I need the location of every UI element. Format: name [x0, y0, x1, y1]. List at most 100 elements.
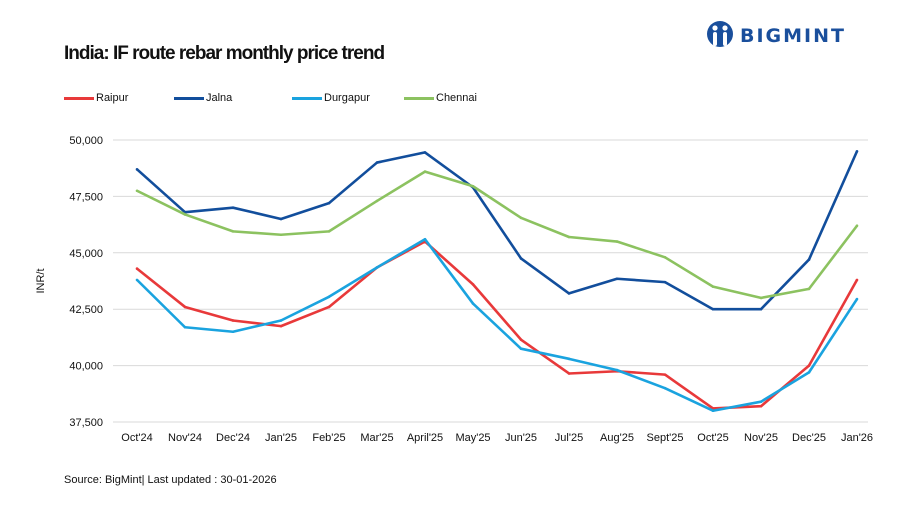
data-point-raipur	[567, 372, 571, 375]
data-point-jalna	[759, 307, 763, 311]
data-point-durgapur	[423, 237, 427, 241]
data-point-chennai	[327, 230, 331, 233]
data-point-jalna	[663, 280, 667, 284]
data-point-durgapur	[375, 266, 379, 269]
legend-item-raipur: Raipur	[64, 92, 174, 104]
data-point-jalna	[423, 151, 427, 154]
y-tick-label: 45,000	[69, 248, 103, 260]
data-point-raipur	[759, 404, 763, 408]
x-tick-label: Aug'25	[600, 432, 634, 444]
legend-swatch	[404, 96, 434, 100]
y-tick-label: 47,500	[69, 191, 103, 203]
x-tick-label: Feb'25	[312, 432, 345, 444]
x-tick-label: Sept'25	[647, 432, 684, 444]
data-point-raipur	[519, 338, 523, 341]
x-tick-label: April'25	[407, 432, 443, 444]
data-point-durgapur	[711, 409, 715, 413]
data-point-durgapur	[663, 386, 667, 390]
data-point-raipur	[135, 267, 139, 270]
data-point-chennai	[855, 224, 859, 228]
data-point-chennai	[807, 287, 811, 291]
data-point-durgapur	[519, 347, 523, 350]
data-point-chennai	[567, 235, 571, 239]
x-tick-label: Nov'25	[744, 432, 778, 444]
legend-label: Raipur	[96, 92, 129, 104]
data-point-jalna	[807, 258, 811, 261]
bigmint-logo: BIGMINT	[706, 20, 846, 52]
y-tick-label: 40,000	[69, 361, 103, 373]
legend-swatch	[174, 96, 204, 100]
data-point-chennai	[519, 216, 523, 220]
legend-swatch	[292, 96, 322, 100]
data-point-durgapur	[231, 330, 235, 334]
x-tick-label: Nov'24	[168, 432, 202, 444]
data-point-raipur	[183, 305, 187, 309]
data-point-raipur	[327, 305, 331, 309]
data-point-jalna	[855, 149, 859, 153]
data-point-raipur	[807, 364, 811, 367]
data-point-durgapur	[615, 368, 619, 372]
x-tick-label: Jul'25	[555, 432, 583, 444]
data-point-jalna	[279, 217, 283, 221]
logo-mark-icon	[707, 21, 733, 47]
data-point-raipur	[471, 283, 475, 286]
data-point-raipur	[279, 324, 283, 328]
y-axis-label: INR/t	[35, 268, 47, 293]
legend-label: Durgapur	[324, 92, 370, 104]
data-point-chennai	[615, 240, 619, 243]
data-point-durgapur	[183, 325, 187, 329]
data-point-chennai	[183, 213, 187, 216]
data-point-durgapur	[135, 278, 139, 282]
data-point-jalna	[519, 257, 523, 260]
data-point-raipur	[663, 373, 667, 376]
data-point-durgapur	[327, 295, 331, 299]
x-tick-label: Dec'24	[216, 432, 250, 444]
legend-label: Chennai	[436, 92, 477, 104]
series-line-jalna	[136, 150, 859, 311]
data-point-durgapur	[855, 297, 859, 301]
data-point-chennai	[279, 233, 283, 237]
x-tick-label: Jan'26	[841, 432, 873, 444]
data-point-durgapur	[759, 400, 763, 403]
x-tick-label: May'25	[455, 432, 490, 444]
data-point-jalna	[327, 201, 331, 205]
y-tick-label: 50,000	[69, 135, 103, 147]
data-point-jalna	[711, 307, 715, 311]
data-point-chennai	[711, 285, 715, 288]
data-point-durgapur	[567, 357, 571, 361]
data-point-jalna	[135, 168, 139, 171]
data-point-jalna	[567, 292, 571, 295]
data-point-durgapur	[279, 319, 283, 322]
legend-item-jalna: Jalna	[174, 92, 292, 104]
legend-label: Jalna	[206, 92, 233, 104]
data-point-durgapur	[471, 302, 475, 305]
legend-item-durgapur: Durgapur	[292, 92, 404, 104]
data-point-durgapur	[807, 371, 811, 374]
legend-item-chennai: Chennai	[404, 92, 477, 104]
data-point-chennai	[471, 184, 475, 188]
data-point-raipur	[231, 319, 235, 322]
x-tick-label: Oct'25	[697, 432, 728, 444]
series-line-chennai	[136, 170, 859, 300]
x-tick-label: Oct'24	[121, 432, 152, 444]
data-point-chennai	[423, 170, 427, 173]
y-tick-label: 42,500	[69, 304, 103, 316]
chart-title: India: IF route rebar monthly price tren…	[64, 43, 385, 64]
data-point-chennai	[231, 230, 235, 233]
series-line-durgapur	[136, 237, 859, 413]
logo-text: BIGMINT	[740, 25, 846, 47]
data-point-chennai	[663, 256, 667, 259]
x-tick-label: Mar'25	[360, 432, 393, 444]
data-point-chennai	[759, 296, 763, 300]
data-point-chennai	[135, 189, 139, 193]
x-tick-label: Dec'25	[792, 432, 826, 444]
data-point-chennai	[375, 199, 379, 203]
source-note: Source: BigMint| Last updated : 30-01-20…	[64, 474, 277, 486]
x-tick-label: Jun'25	[505, 432, 537, 444]
x-tick-label: Jan'25	[265, 432, 297, 444]
y-tick-label: 37,500	[69, 417, 103, 429]
data-point-jalna	[375, 161, 379, 164]
data-point-raipur	[855, 278, 859, 282]
data-point-jalna	[231, 206, 235, 209]
